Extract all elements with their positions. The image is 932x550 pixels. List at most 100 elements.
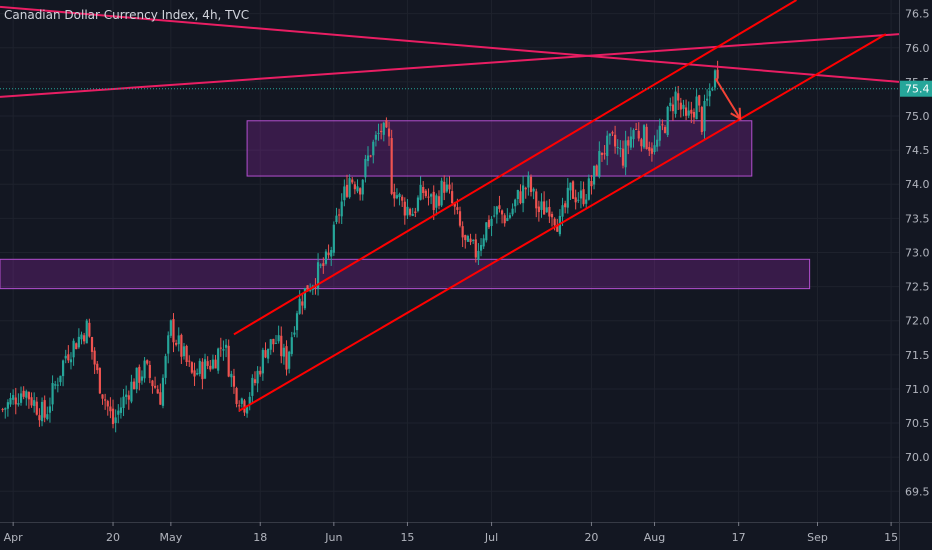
candle-body <box>159 392 162 405</box>
candle-body <box>1 409 4 411</box>
candle-body <box>540 201 543 210</box>
candle-body <box>77 336 80 348</box>
candle-body <box>372 141 375 156</box>
candle-body <box>382 122 385 135</box>
candle-body <box>663 127 667 133</box>
candle-body <box>561 205 564 217</box>
candle-body <box>119 407 123 413</box>
candle-body <box>477 250 480 260</box>
candle-body <box>658 125 661 141</box>
candle-body <box>248 396 251 405</box>
candle-body <box>432 191 435 211</box>
candle-body <box>167 335 170 354</box>
candle-body <box>508 215 512 218</box>
candle-body <box>543 201 546 215</box>
y-tick-label: 74.5 <box>905 144 930 157</box>
candle-body <box>645 126 648 149</box>
candle-body <box>298 298 301 314</box>
candle-body <box>351 179 354 183</box>
candle-body <box>374 134 377 140</box>
candle-body <box>656 139 659 147</box>
candle-body <box>472 240 475 242</box>
candle-body <box>550 213 554 218</box>
trend-line <box>0 5 900 83</box>
candle-body <box>711 89 714 91</box>
candle-body <box>456 207 459 210</box>
candle-body <box>64 355 67 359</box>
trend-line <box>0 33 900 98</box>
forecast-arrow-head <box>730 107 742 121</box>
candle-body <box>161 377 165 406</box>
candle-body <box>582 189 585 205</box>
y-tick-label: 74.0 <box>905 178 930 191</box>
candle-body <box>674 91 677 114</box>
candle-body <box>529 176 533 193</box>
candle-body <box>59 375 62 383</box>
last-price-label: 75.4 <box>905 83 930 96</box>
candle-body <box>40 401 44 422</box>
candle-body <box>642 125 646 148</box>
candle-body <box>46 414 49 420</box>
candle-body <box>235 388 238 404</box>
x-tick-label: Aug <box>644 531 665 544</box>
candle-body <box>185 345 188 363</box>
x-tick-label: Apr <box>4 531 24 544</box>
candle-body <box>143 360 146 379</box>
candle-body <box>98 368 101 394</box>
demand-supply-zone <box>246 120 753 177</box>
candle-body <box>261 349 264 374</box>
candle-body <box>138 366 141 383</box>
x-tick-label: Jul <box>484 531 498 544</box>
candle-body <box>690 109 693 114</box>
candle-body <box>679 102 682 110</box>
candle-body <box>600 152 604 156</box>
candle-body <box>190 362 193 373</box>
candle-body <box>443 181 446 193</box>
candle-body <box>395 195 399 199</box>
candle-body <box>282 347 285 357</box>
x-tick-label: 17 <box>732 531 746 544</box>
candle-body <box>411 213 414 217</box>
candle-body <box>524 187 527 190</box>
candle-body <box>587 178 590 200</box>
candle-body <box>598 151 601 177</box>
candle-body <box>175 343 178 345</box>
y-tick-label: 73.5 <box>905 212 930 225</box>
candle-body <box>196 373 199 375</box>
candles <box>1 60 719 433</box>
candle-body <box>206 361 209 366</box>
candle-body <box>511 208 514 215</box>
candle-body <box>577 199 580 201</box>
candle-body <box>209 365 212 370</box>
candle-body <box>83 335 86 342</box>
candle-body <box>9 397 12 405</box>
candle-body <box>485 222 488 241</box>
candle-body <box>67 354 70 361</box>
candle-body <box>666 106 669 135</box>
candle-body <box>330 250 333 257</box>
candle-body <box>253 379 257 383</box>
candle-body <box>548 206 551 217</box>
candle-body <box>182 346 186 357</box>
forecast-arrow-shaft <box>714 77 742 120</box>
candle-body <box>153 385 157 388</box>
candle-body <box>398 194 401 198</box>
candle-body <box>527 175 530 188</box>
candle-body <box>401 196 404 201</box>
candle-body <box>506 218 509 222</box>
candle-body <box>232 375 236 387</box>
x-tick-label: 20 <box>584 531 598 544</box>
candle-body <box>380 130 383 133</box>
candle-body <box>88 322 91 337</box>
channel-line <box>233 0 797 336</box>
candle-body <box>661 124 664 126</box>
candle-body <box>301 301 304 306</box>
candle-body <box>251 377 254 396</box>
y-tick-label: 76.5 <box>905 8 930 21</box>
candle-body <box>461 226 464 238</box>
y-tick-label: 76.0 <box>905 42 930 55</box>
candle-body <box>429 194 433 197</box>
candle-body <box>369 155 372 157</box>
candle-body <box>435 195 438 208</box>
